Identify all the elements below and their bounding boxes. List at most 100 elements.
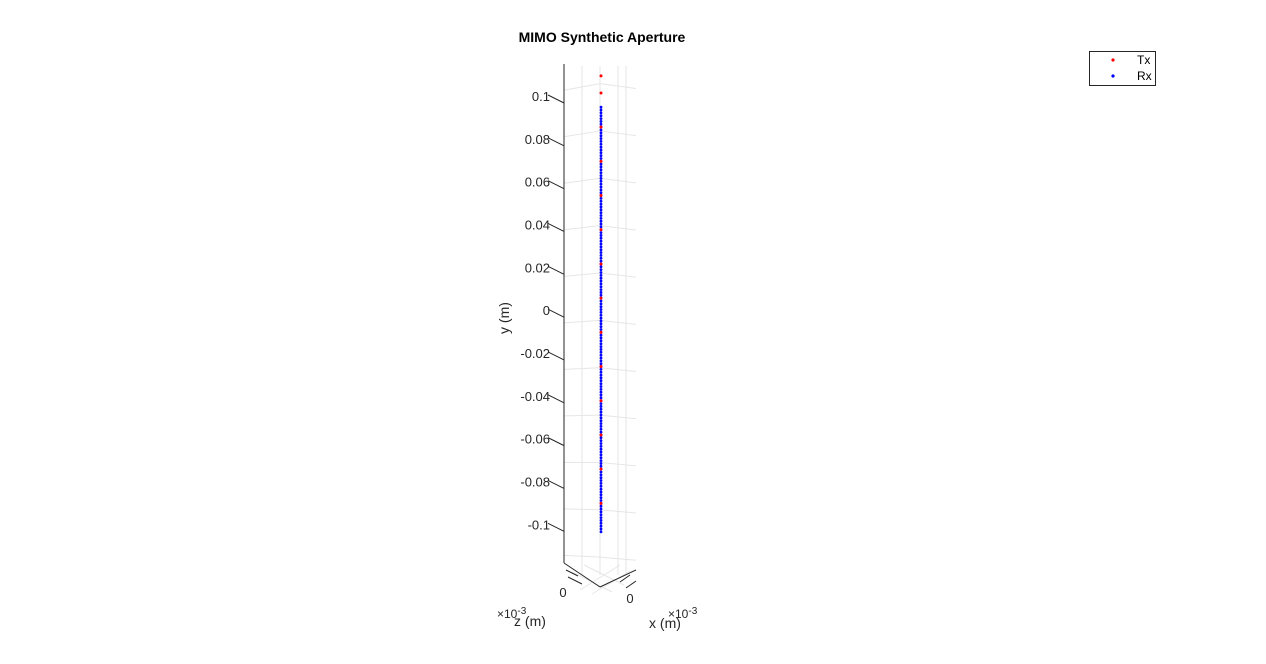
rx-point [600, 348, 603, 351]
rx-point [600, 234, 603, 237]
rx-point [600, 109, 603, 112]
rx-point [600, 416, 603, 419]
rx-point [600, 171, 603, 174]
y-tick-mark [548, 138, 564, 146]
rx-point [600, 188, 603, 191]
rx-point [600, 111, 603, 114]
rx-point [600, 428, 603, 431]
rx-point [600, 388, 603, 391]
rx-point [600, 396, 603, 399]
rx-point [600, 137, 603, 140]
rx-point [600, 479, 603, 482]
rx-point [600, 442, 603, 445]
rx-point [600, 351, 603, 354]
rx-point [600, 445, 603, 448]
rx-point [600, 285, 603, 288]
tx-point [600, 126, 603, 129]
rx-point [600, 519, 603, 522]
rx-point [600, 225, 603, 228]
z-tick-label: 0 [559, 585, 566, 600]
tx-point [600, 365, 603, 368]
x-tick-label: 0 [626, 591, 633, 606]
tx-point [600, 160, 603, 163]
y-tick-mark [548, 95, 564, 103]
rx-point [600, 314, 603, 317]
rx-point [600, 465, 603, 468]
rx-point [600, 183, 603, 186]
legend[interactable]: Tx Rx [1090, 52, 1156, 86]
tx-point [600, 194, 603, 197]
rx-point [600, 448, 603, 451]
rx-point [600, 214, 603, 217]
y-ticks: 0.10.080.060.040.020-0.02-0.04-0.06-0.08… [520, 89, 636, 588]
y-axis-label: y (m) [496, 302, 512, 334]
y-tick-mark [548, 309, 564, 317]
rx-point [600, 294, 603, 297]
tx-point [600, 433, 603, 436]
rx-point [600, 180, 603, 183]
rx-point [600, 134, 603, 137]
rx-point [600, 362, 603, 365]
rx-point [600, 114, 603, 117]
rx-point [600, 471, 603, 474]
rx-point [600, 431, 603, 434]
rx-point [600, 334, 603, 337]
rx-point [600, 211, 603, 214]
rx-point [600, 220, 603, 223]
rx-point [600, 473, 603, 476]
rx-point [600, 237, 603, 240]
rx-point [600, 530, 603, 533]
y-tick-label: -0.08 [520, 474, 550, 489]
rx-point [600, 354, 603, 357]
rx-point [600, 402, 603, 405]
y-tick-mark [548, 395, 564, 403]
rx-point [600, 243, 603, 246]
rx-point [600, 248, 603, 251]
rx-point [600, 140, 603, 143]
rx-point [600, 106, 603, 109]
rx-point [600, 223, 603, 226]
y-tick-mark [548, 181, 564, 189]
rx-point [600, 379, 603, 382]
tx-point [600, 502, 603, 505]
tx-point [600, 91, 603, 94]
rx-point [600, 357, 603, 360]
y-tick-label: 0 [543, 303, 550, 318]
rx-point [600, 382, 603, 385]
rx-point [600, 337, 603, 340]
rx-point [600, 154, 603, 157]
chart-title: MIMO Synthetic Aperture [519, 29, 686, 45]
rx-point [600, 265, 603, 268]
x-exponent-power: -3 [688, 606, 697, 617]
z-tick-mark [568, 577, 582, 584]
rx-point [600, 197, 603, 200]
rx-point [600, 485, 603, 488]
rx-point [600, 251, 603, 254]
rx-point [600, 385, 603, 388]
rx-point [600, 282, 603, 285]
legend-label-rx: Rx [1137, 69, 1152, 83]
rx-point [600, 513, 603, 516]
rx-point [600, 451, 603, 454]
rx-point [600, 129, 603, 132]
tx-point [600, 262, 603, 265]
rx-point [600, 391, 603, 394]
rx-point [600, 151, 603, 154]
rx-point [600, 411, 603, 414]
rx-point [600, 317, 603, 320]
rx-point [600, 245, 603, 248]
rx-point [600, 456, 603, 459]
x-exponent-base: ×10 [668, 607, 689, 621]
tx-point [600, 399, 603, 402]
legend-label-tx: Tx [1137, 53, 1150, 67]
rx-point [600, 377, 603, 380]
y-tick-label: -0.04 [520, 389, 550, 404]
legend-marker-rx [1111, 74, 1114, 77]
rx-point [600, 305, 603, 308]
tx-point [600, 297, 603, 300]
y-tick-label: 0.04 [525, 217, 550, 232]
rx-point [600, 166, 603, 169]
rx-point [600, 488, 603, 491]
rx-point [600, 231, 603, 234]
